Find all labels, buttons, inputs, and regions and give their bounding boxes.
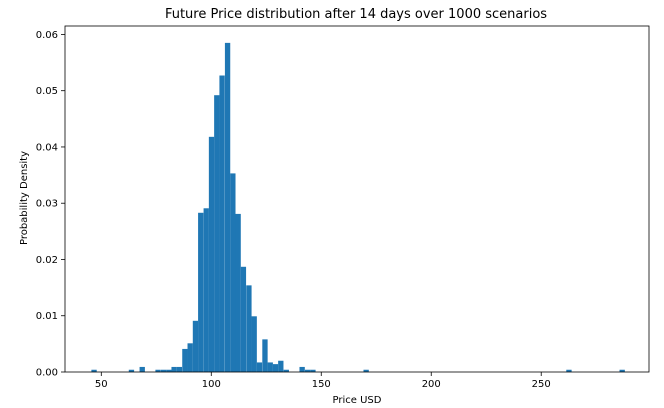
y-tick-label: 0.05 — [36, 86, 58, 97]
histogram-bar — [267, 362, 273, 372]
histogram-bar — [278, 360, 284, 372]
histogram-bar — [208, 136, 215, 372]
histogram-bar — [283, 369, 289, 372]
histogram-bar — [619, 369, 625, 372]
x-axis: 50 100 150 200 250 — [95, 372, 551, 390]
histogram-bar — [240, 266, 247, 372]
histogram-bar — [91, 369, 97, 372]
histogram-bar — [155, 369, 161, 372]
histogram-bar — [214, 95, 220, 372]
histogram-bar — [192, 320, 199, 372]
histogram-bar — [299, 366, 305, 372]
y-tick-label: 0.01 — [36, 311, 58, 322]
histogram-bar — [272, 364, 279, 372]
x-tick-label: 100 — [202, 379, 221, 390]
y-tick-label: 0.03 — [36, 199, 58, 210]
histogram-bar — [235, 213, 241, 372]
y-tick-label: 0.00 — [36, 368, 58, 379]
histogram-bar — [230, 173, 236, 372]
y-tick-label: 0.04 — [36, 142, 58, 153]
plot-area-frame — [64, 25, 650, 373]
x-tick-label: 200 — [422, 379, 441, 390]
bars-group — [91, 42, 625, 372]
histogram-bar — [139, 366, 145, 372]
histogram-bar — [160, 369, 167, 372]
histogram-bar — [363, 369, 369, 372]
histogram-bar — [171, 366, 177, 372]
histogram-bar — [310, 369, 316, 372]
histogram-bar — [187, 343, 193, 372]
histogram-bar — [304, 369, 311, 372]
histogram-bar — [128, 369, 135, 372]
histogram-bar — [219, 75, 225, 372]
y-axis: 0.00 0.01 0.02 0.03 0.04 0.05 0.06 — [36, 30, 65, 379]
histogram-bar — [224, 42, 231, 372]
y-axis-label: Probability Density — [19, 151, 30, 245]
x-tick-label: 250 — [532, 379, 551, 390]
x-axis-label: Price USD — [333, 395, 382, 406]
histogram-bar — [203, 208, 209, 372]
y-tick-label: 0.02 — [36, 255, 58, 266]
histogram-bar — [166, 369, 172, 372]
y-tick-label: 0.06 — [36, 30, 58, 41]
x-tick-label: 50 — [95, 379, 108, 390]
histogram-bar — [198, 212, 204, 372]
histogram-bar — [566, 369, 572, 372]
histogram-bar — [176, 366, 183, 372]
histogram-bar — [246, 285, 252, 372]
x-tick-label: 150 — [312, 379, 331, 390]
histogram-bar — [262, 339, 268, 372]
chart-title: Future Price distribution after 14 days … — [165, 7, 547, 22]
histogram-bar — [251, 316, 257, 372]
histogram-bar — [256, 362, 263, 372]
histogram-bar — [182, 348, 188, 372]
